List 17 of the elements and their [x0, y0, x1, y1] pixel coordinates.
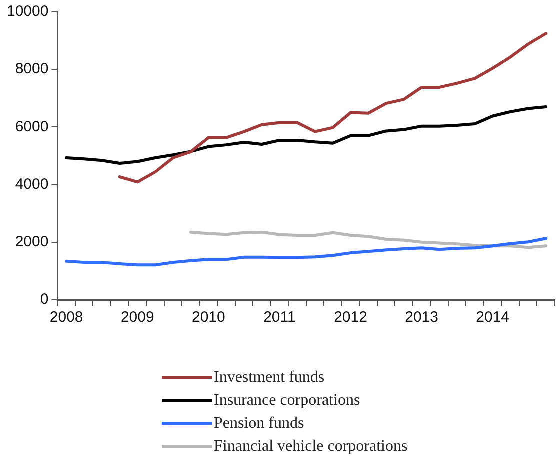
y-tick-label: 4000: [15, 176, 49, 193]
legend-label: Financial vehicle corporations: [214, 438, 408, 456]
x-tick-label: 2010: [192, 309, 226, 326]
y-tick-label: 2000: [15, 234, 49, 251]
x-tick-label: 2012: [334, 309, 368, 326]
y-tick-label: 8000: [15, 60, 49, 78]
legend-label: Insurance corporations: [214, 392, 360, 410]
y-tick-label: 6000: [15, 118, 49, 136]
x-tick-label: 2009: [120, 309, 154, 326]
y-tick-label: 10000: [6, 3, 49, 20]
legend-label: Pension funds: [214, 414, 304, 432]
x-tick-label: 2013: [405, 309, 438, 326]
x-tick-label: 2014: [476, 309, 510, 326]
x-tick-label: 2008: [50, 309, 84, 326]
y-tick-label: 0: [40, 291, 49, 308]
x-tick-label: 2011: [264, 309, 296, 326]
legend-label: Investment funds: [214, 368, 325, 386]
